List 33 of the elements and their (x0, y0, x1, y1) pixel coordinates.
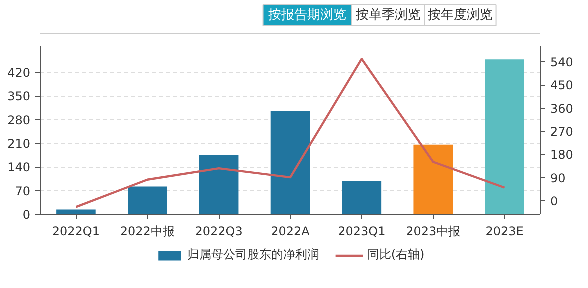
bar (128, 186, 168, 214)
y2-tick-label: 90 (550, 171, 566, 186)
y2-tick-label: 270 (550, 124, 574, 139)
x-tick-label: 2022A (271, 224, 311, 238)
y2-tick-label: 360 (550, 102, 574, 116)
bar (270, 111, 310, 214)
y-tick-label: 350 (8, 90, 30, 104)
bar (414, 144, 453, 214)
y-tick-label: 420 (8, 66, 30, 80)
bar (199, 155, 239, 214)
y-tick-label: 70 (15, 184, 31, 198)
bar (342, 181, 382, 214)
text: 按单季浏览 (356, 8, 421, 23)
y-tick-label: 0 (22, 208, 31, 222)
x-tick-label: 2022中报 (120, 224, 175, 238)
text: 按报告期浏览 (268, 8, 347, 23)
y2-tick-label: 540 (550, 55, 574, 70)
x-tick-label: 2023E (486, 224, 524, 238)
x-tick-label: 2023中报 (406, 224, 461, 238)
bar (485, 60, 524, 214)
y-tick-label: 280 (8, 113, 30, 128)
x-tick-label: 2023Q1 (338, 224, 386, 238)
y-tick-label: 210 (8, 137, 30, 152)
y2-tick-label: 450 (550, 78, 574, 93)
text: 按年度浏览 (428, 7, 494, 23)
y-tick-label: 140 (8, 160, 30, 175)
y2-tick-label: 0 (550, 194, 558, 208)
legend-label: 归属母公司股东的净利润 (187, 246, 320, 264)
x-tick-label: 2022Q1 (52, 224, 100, 238)
legend-label: 同比(右轴) (367, 246, 425, 264)
x-tick-label: 2022Q3 (195, 224, 243, 238)
y2-tick-label: 180 (550, 148, 574, 162)
line-series (75, 58, 506, 208)
